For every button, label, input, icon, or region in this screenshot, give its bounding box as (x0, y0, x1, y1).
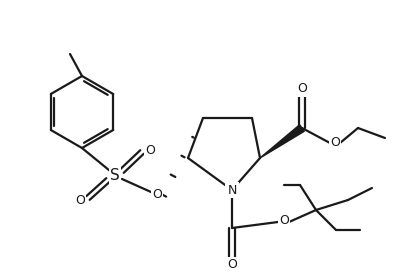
Text: O: O (279, 214, 289, 227)
Text: O: O (227, 259, 237, 272)
Text: O: O (152, 189, 162, 201)
Text: O: O (145, 144, 155, 156)
Text: O: O (330, 136, 340, 148)
Text: N: N (227, 184, 237, 197)
Text: O: O (75, 193, 85, 206)
Text: S: S (110, 168, 120, 182)
Polygon shape (260, 125, 304, 158)
Text: O: O (297, 83, 307, 95)
